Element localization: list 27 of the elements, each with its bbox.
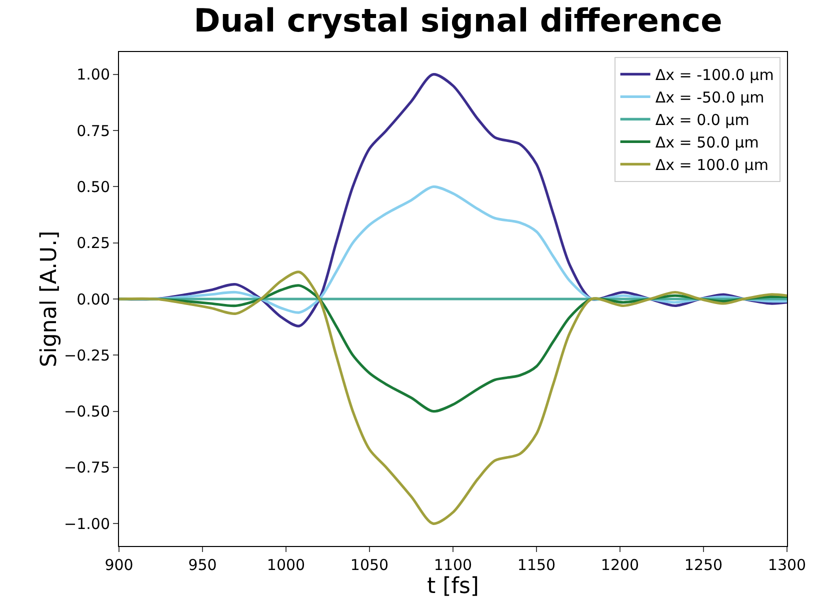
x-tick-label: 1200 [600, 556, 640, 574]
legend-label: Δx = 50.0 μm [655, 134, 759, 152]
y-tick-label: −1.00 [64, 514, 110, 533]
x-tick-label: 1250 [684, 556, 723, 574]
y-tick-label: 0.50 [76, 178, 110, 196]
y-tick-label: 0.00 [76, 290, 110, 308]
x-tick-label: 1000 [266, 556, 306, 574]
y-tick-label: 1.00 [76, 66, 110, 84]
chart-title: Dual crystal signal difference [194, 1, 722, 40]
y-tick-label: −0.75 [64, 458, 110, 477]
x-tick-label: 950 [188, 556, 217, 574]
x-tick-label: 900 [104, 556, 134, 574]
x-tick-label: 1300 [768, 556, 806, 574]
x-tick-label: 1100 [434, 556, 472, 574]
x-axis-title: t [fs] [427, 574, 479, 599]
y-axis-title: Signal [A.U.] [37, 230, 62, 368]
y-tick-label: −0.25 [64, 346, 110, 364]
x-tick-label: 1150 [517, 556, 556, 574]
y-tick-label: −0.50 [64, 402, 110, 421]
legend-label: Δx = -100.0 μm [655, 66, 774, 84]
line-series [119, 270, 787, 525]
x-tick-label: 1050 [350, 556, 389, 574]
y-tick-label: 0.75 [76, 122, 110, 140]
legend-label: Δx = 0.0 μm [655, 111, 750, 130]
y-tick-label: 0.25 [76, 234, 110, 252]
legend-label: Δx = -50.0 μm [655, 88, 764, 107]
legend-label: Δx = 100.0 μm [655, 156, 768, 174]
